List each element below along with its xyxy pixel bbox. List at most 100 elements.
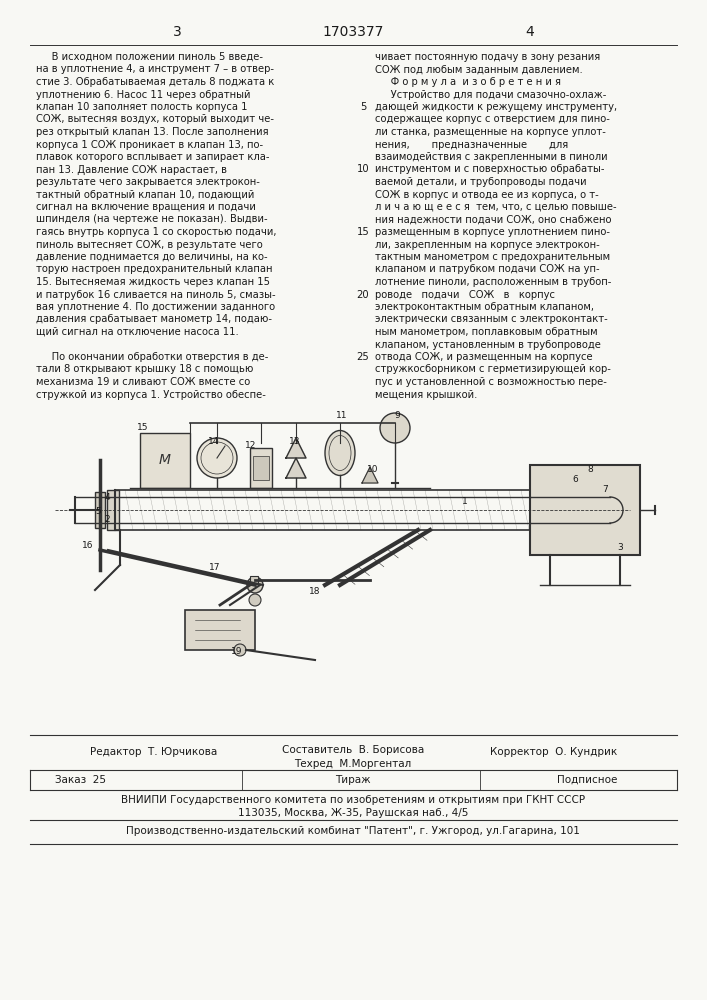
Circle shape — [197, 438, 237, 478]
Text: 10: 10 — [367, 466, 379, 475]
Text: ваемой детали, и трубопроводы подачи: ваемой детали, и трубопроводы подачи — [375, 177, 587, 187]
Text: 13: 13 — [289, 438, 300, 446]
Text: В исходном положении пиноль 5 введе-: В исходном положении пиноль 5 введе- — [36, 52, 263, 62]
Text: давление поднимается до величины, на ко-: давление поднимается до величины, на ко- — [36, 252, 268, 262]
Text: 15. Вытесняемая жидкость через клапан 15: 15. Вытесняемая жидкость через клапан 15 — [36, 277, 270, 287]
Text: Подписное: Подписное — [556, 775, 617, 785]
Text: клапаном и патрубком подачи СОЖ на уп-: клапаном и патрубком подачи СОЖ на уп- — [375, 264, 600, 274]
Text: Редактор  Т. Юрчикова: Редактор Т. Юрчикова — [90, 747, 217, 757]
Text: механизма 19 и сливают СОЖ вместе со: механизма 19 и сливают СОЖ вместе со — [36, 377, 250, 387]
Text: Техред  М.Моргентал: Техред М.Моргентал — [294, 759, 411, 769]
Text: электрически связанным с электроконтакт-: электрически связанным с электроконтакт- — [375, 314, 608, 324]
Bar — [185, 610, 255, 650]
Text: 25: 25 — [356, 352, 369, 362]
Circle shape — [247, 577, 263, 593]
Text: Производственно-издательский комбинат "Патент", г. Ужгород, ул.Гагарина, 101: Производственно-издательский комбинат "П… — [126, 826, 580, 836]
Text: СОЖ под любым заданным давлением.: СОЖ под любым заданным давлением. — [375, 64, 583, 75]
Text: щий сигнал на отключение насоса 11.: щий сигнал на отключение насоса 11. — [36, 327, 239, 337]
Text: торую настроен предохранительный клапан: торую настроен предохранительный клапан — [36, 264, 272, 274]
Text: СОЖ в корпус и отвода ее из корпуса, о т-: СОЖ в корпус и отвода ее из корпуса, о т… — [375, 190, 599, 200]
Text: инструментом и с поверхностью обрабаты-: инструментом и с поверхностью обрабаты- — [375, 164, 604, 174]
Text: M: M — [159, 454, 171, 468]
Text: 15: 15 — [356, 227, 369, 237]
Text: давления срабатывает манометр 14, подаю-: давления срабатывает манометр 14, подаю- — [36, 314, 272, 324]
Text: Составитель  В. Борисова: Составитель В. Борисова — [282, 745, 424, 755]
Text: 2: 2 — [104, 516, 110, 524]
Text: нения,       предназначенные       для: нения, предназначенные для — [375, 139, 568, 149]
Text: 17: 17 — [209, 562, 221, 572]
Polygon shape — [286, 438, 306, 458]
Text: сигнал на включение вращения и подачи: сигнал на включение вращения и подачи — [36, 202, 256, 212]
Text: 12: 12 — [245, 440, 257, 450]
Circle shape — [234, 644, 246, 656]
Text: 15: 15 — [137, 422, 148, 432]
Text: тактным манометром с предохранительным: тактным манометром с предохранительным — [375, 252, 610, 262]
Text: ния надежности подачи СОЖ, оно снабжено: ния надежности подачи СОЖ, оно снабжено — [375, 215, 612, 225]
Text: стие 3. Обрабатываемая деталь 8 поджата к: стие 3. Обрабатываемая деталь 8 поджата … — [36, 77, 274, 87]
Text: 14: 14 — [209, 438, 220, 446]
Text: По окончании обработки отверстия в де-: По окончании обработки отверстия в де- — [36, 352, 269, 362]
Text: ли станка, размещенные на корпусе уплот-: ли станка, размещенные на корпусе уплот- — [375, 127, 606, 137]
Text: вая уплотнение 4. По достижении заданного: вая уплотнение 4. По достижении заданног… — [36, 302, 275, 312]
Bar — [250, 448, 272, 488]
Text: шпинделя (на чертеже не показан). Выдви-: шпинделя (на чертеже не показан). Выдви- — [36, 215, 268, 225]
Text: 18: 18 — [309, 587, 321, 596]
Text: уплотнению 6. Насос 11 через обратный: уплотнению 6. Насос 11 через обратный — [36, 90, 250, 100]
Text: 10: 10 — [357, 164, 369, 174]
Circle shape — [380, 413, 410, 443]
Text: 7: 7 — [602, 486, 608, 494]
Text: 20: 20 — [357, 290, 369, 300]
Text: 3: 3 — [617, 544, 623, 552]
Text: 8: 8 — [587, 466, 593, 475]
Text: 5: 5 — [360, 102, 366, 112]
Text: стружкосборником с герметизирующей кор-: стружкосборником с герметизирующей кор- — [375, 364, 611, 374]
Text: лотнение пиноли, расположенным в трубоп-: лотнение пиноли, расположенным в трубоп- — [375, 277, 612, 287]
Text: ли, закрепленным на корпусе электрокон-: ли, закрепленным на корпусе электрокон- — [375, 239, 600, 249]
Text: 113035, Москва, Ж-35, Раушская наб., 4/5: 113035, Москва, Ж-35, Раушская наб., 4/5 — [238, 808, 468, 818]
Text: 1: 1 — [462, 497, 468, 506]
Polygon shape — [362, 467, 378, 483]
Text: 3: 3 — [173, 25, 182, 39]
Text: ным манометром, поплавковым обратным: ным манометром, поплавковым обратным — [375, 327, 597, 337]
Text: пиноль вытесняет СОЖ, в результате чего: пиноль вытесняет СОЖ, в результате чего — [36, 239, 263, 249]
Text: Устройство для подачи смазочно-охлаж-: Устройство для подачи смазочно-охлаж- — [375, 90, 607, 100]
Text: Заказ  25: Заказ 25 — [55, 775, 106, 785]
Text: клапаном, установленным в трубопроводе: клапаном, установленным в трубопроводе — [375, 340, 601, 350]
Text: плавок которого всплывает и запирает кла-: плавок которого всплывает и запирает кла… — [36, 152, 269, 162]
Bar — [140, 433, 190, 488]
Text: 16: 16 — [82, 540, 94, 550]
Bar — [253, 456, 269, 480]
Text: отвода СОЖ, и размещенным на корпусе: отвода СОЖ, и размещенным на корпусе — [375, 352, 592, 362]
Text: 19: 19 — [231, 648, 243, 656]
Text: электроконтактным обратным клапаном,: электроконтактным обратным клапаном, — [375, 302, 594, 312]
Bar — [107, 490, 119, 530]
Text: результате чего закрывается электрокон-: результате чего закрывается электрокон- — [36, 177, 260, 187]
Text: Тираж: Тираж — [335, 775, 370, 785]
Polygon shape — [286, 458, 306, 478]
Text: тали 8 открывают крышку 18 с помощью: тали 8 открывают крышку 18 с помощью — [36, 364, 253, 374]
Text: тактный обратный клапан 10, подающий: тактный обратный клапан 10, подающий — [36, 190, 255, 200]
Text: л и ч а ю щ е е с я  тем, что, с целью повыше-: л и ч а ю щ е е с я тем, что, с целью по… — [375, 202, 617, 212]
Text: 4: 4 — [104, 493, 110, 502]
Text: пус и установленной с возможностью пере-: пус и установленной с возможностью пере- — [375, 377, 607, 387]
Bar — [530, 465, 640, 555]
Text: Ф о р м у л а  и з о б р е т е н и я: Ф о р м у л а и з о б р е т е н и я — [375, 77, 561, 87]
Text: стружкой из корпуса 1. Устройство обеспе-: стружкой из корпуса 1. Устройство обеспе… — [36, 389, 266, 399]
Text: роводе   подачи   СОЖ   в   корпус: роводе подачи СОЖ в корпус — [375, 290, 555, 300]
Bar — [250, 576, 258, 584]
Text: мещения крышкой.: мещения крышкой. — [375, 389, 477, 399]
Text: 9: 9 — [394, 410, 400, 420]
Circle shape — [249, 594, 261, 606]
Text: СОЖ, вытесняя воздух, который выходит че-: СОЖ, вытесняя воздух, который выходит че… — [36, 114, 274, 124]
Text: 11: 11 — [337, 410, 348, 420]
Text: 5: 5 — [95, 508, 101, 516]
Text: чивает постоянную подачу в зону резания: чивает постоянную подачу в зону резания — [375, 52, 600, 62]
Text: Корректор  О. Кундрик: Корректор О. Кундрик — [490, 747, 617, 757]
Text: 1703377: 1703377 — [322, 25, 384, 39]
Text: на в уплотнение 4, а инструмент 7 – в отвер-: на в уплотнение 4, а инструмент 7 – в от… — [36, 64, 274, 75]
Text: содержащее корпус с отверстием для пино-: содержащее корпус с отверстием для пино- — [375, 114, 610, 124]
Text: и патрубок 16 сливается на пиноль 5, смазы-: и патрубок 16 сливается на пиноль 5, сма… — [36, 290, 276, 300]
Ellipse shape — [325, 430, 355, 476]
Text: рез открытый клапан 13. После заполнения: рез открытый клапан 13. После заполнения — [36, 127, 269, 137]
Text: гаясь внутрь корпуса 1 со скоростью подачи,: гаясь внутрь корпуса 1 со скоростью пода… — [36, 227, 276, 237]
